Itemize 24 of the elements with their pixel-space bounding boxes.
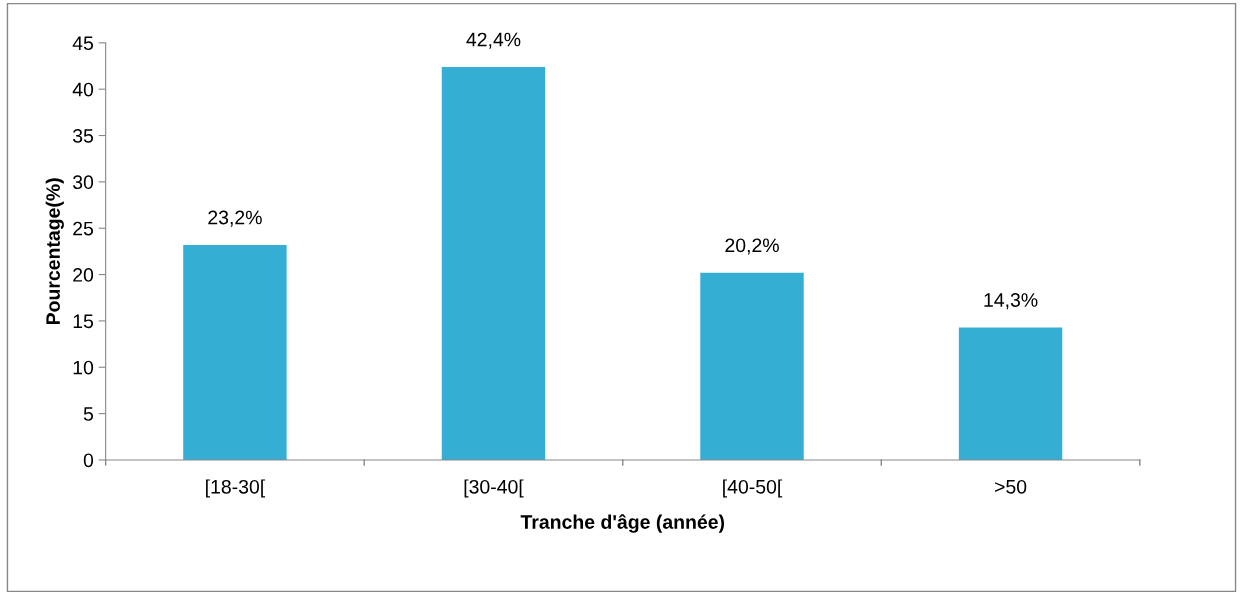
bar (700, 272, 804, 460)
x-tick-label: [30-40[ (464, 479, 524, 498)
y-tick-label: 5 (83, 407, 94, 421)
data-label: 42,4% (466, 32, 521, 49)
bar (958, 327, 1063, 460)
y-tick-label: 0 (83, 453, 94, 468)
x-tick-label: >50 (995, 479, 1027, 494)
x-axis-title: Tranche d'âge (année) (520, 514, 725, 533)
y-tick-label: 25 (73, 221, 94, 236)
y-tick-label: 20 (73, 268, 94, 282)
y-tick-label: 40 (72, 82, 94, 97)
y-tick-label: 30 (72, 175, 94, 190)
data-label: 23,2% (208, 210, 262, 227)
y-tick-label: 10 (73, 360, 94, 375)
x-tick-label: [18-30[ (206, 479, 266, 498)
y-tick-label: 45 (72, 36, 94, 51)
data-label: 20,2% (725, 238, 779, 255)
data-label: 14,3% (984, 293, 1038, 310)
y-tick-label: 15 (73, 314, 94, 329)
y-axis-title: Pourcentage(%) (45, 178, 64, 325)
x-tick-label: [40-50[ (723, 479, 783, 498)
bar (441, 66, 546, 460)
bar (183, 244, 287, 460)
y-tick-label: 35 (72, 129, 94, 143)
